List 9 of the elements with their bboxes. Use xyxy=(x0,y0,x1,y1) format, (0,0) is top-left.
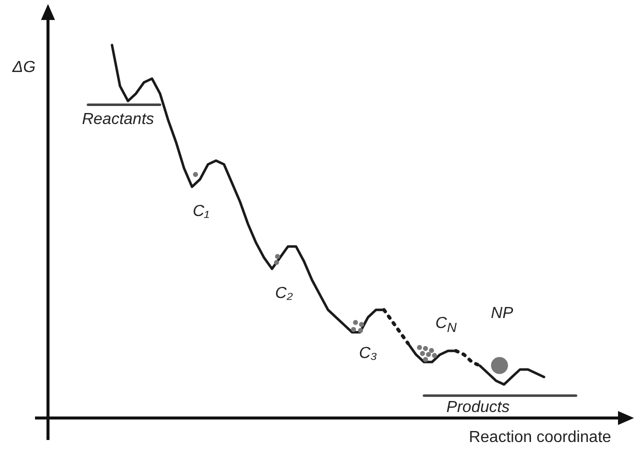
x-axis-title: Reaction coordinate xyxy=(468,429,612,447)
annotation: C₃ xyxy=(359,345,377,363)
annotation: C$_{N}$ xyxy=(435,314,457,336)
y-axis-title: ΔG xyxy=(12,59,36,77)
annotation: C₂ xyxy=(275,285,293,303)
annotation: C₁ xyxy=(192,203,210,221)
annotation: NP xyxy=(490,305,514,323)
annotation: Products xyxy=(446,399,510,417)
annotation: Reactants xyxy=(82,111,154,129)
